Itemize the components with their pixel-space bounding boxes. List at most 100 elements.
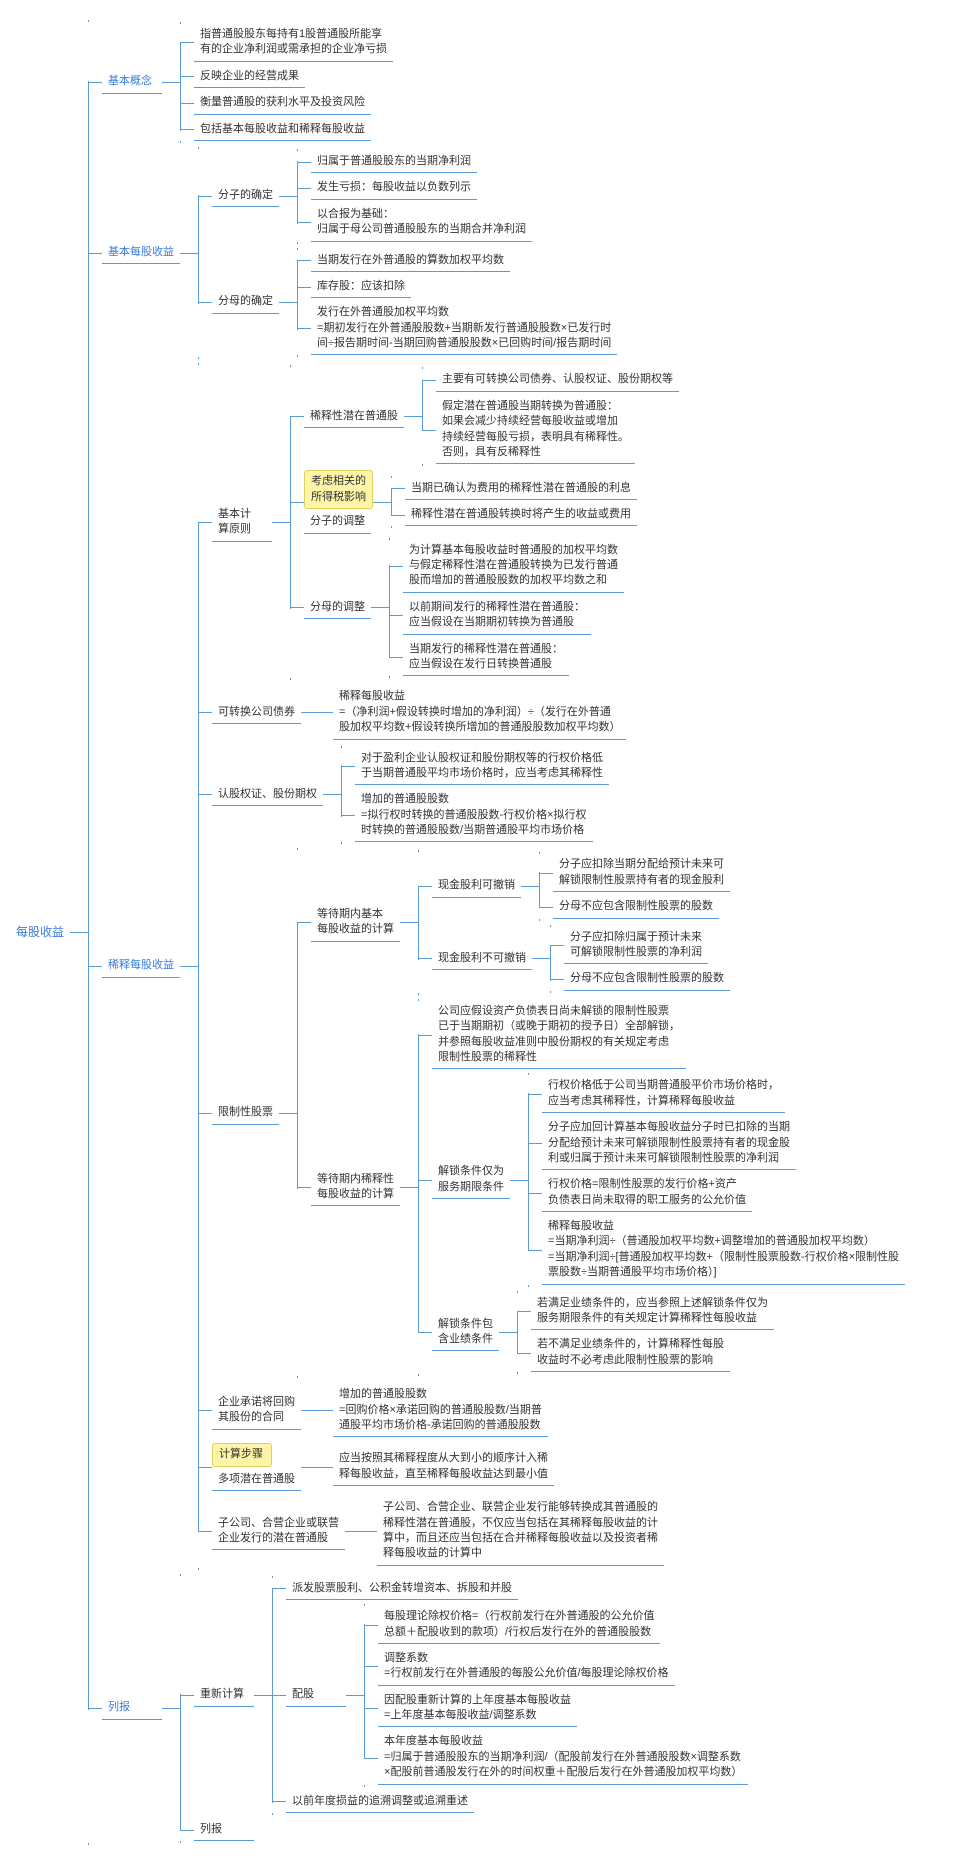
tree-node: 行权价格=限制性股票的发行价格+资产 负债表日尚未取得的职工服务的公允价值 — [542, 1174, 752, 1212]
node-label: 行权价格=限制性股票的发行价格+资产 负债表日尚未取得的职工服务的公允价值 — [542, 1174, 752, 1212]
node-label: 分母不应包含限制性股票的股数 — [564, 968, 730, 990]
node-label: 分子应扣除归属于预计未来 可解锁限制性股票的净利润 — [564, 927, 708, 965]
tree-node: 应当按照其稀释程度从大到小的顺序计入稀 释每股收益，直至稀释每股收益达到最小值 — [333, 1448, 554, 1486]
node-item: 解锁条件包 含业绩条件若满足业绩条件的，应当参照上述解锁条件仅为 服务期限条件的… — [418, 1291, 905, 1375]
connector — [532, 958, 550, 959]
tree-node: 分母的调整为计算基本每股收益时普通股的加权平均数 与假定稀释性潜在普通股转换为已… — [304, 538, 624, 679]
tree-node: 当期发行的稀释性潜在普通股： 应当假设在发行日转换普通股 — [403, 639, 569, 677]
node-label: 稀释性潜在普通股转换时将产生的收益或费用 — [405, 504, 637, 526]
node-label: 派发股票股利、公积金转增资本、拆股和并股 — [286, 1578, 518, 1600]
tree-node: 等待期内稀释性 每股收益的计算公司应假设资产负债表日尚未解锁的限制性股票 已于当… — [311, 999, 905, 1376]
node-label: 若满足业绩条件的，应当参照上述解锁条件仅为 服务期限条件的有关规定计算稀释性每股… — [531, 1293, 774, 1331]
node-item: 现金股利不可撤销分子应扣除归属于预计未来 可解锁限制性股票的净利润分母不应包含限… — [418, 925, 730, 993]
connector — [521, 886, 539, 887]
tree-node: 假定潜在普通股当期转换为普通股： 如果会减少持续经营每股收益或增加 持续经营每股… — [436, 396, 635, 465]
node-children: 每股理论除权价格=（行权前发行在外普通股的公允价值 总额＋配股收到的款项）/行权… — [364, 1604, 748, 1787]
node-label: 归属于普通股股东的当期净利润 — [311, 151, 477, 173]
node-item: 因配股重新计算的上年度基本每股收益 =上年度基本每股收益/调整系数 — [364, 1690, 748, 1728]
node-label: 稀释每股收益 — [102, 955, 180, 977]
node-label: 行权价格低于公司当期普通股平价市场价格时， 应当考虑其稀释性，计算稀释每股收益 — [542, 1075, 785, 1113]
node-item: 反映企业的经营成果 — [180, 66, 393, 88]
node-label: 衡量普通股的获利水平及投资风险 — [194, 92, 371, 114]
node-item: 应当按照其稀释程度从大到小的顺序计入稀 释每股收益，直至稀释每股收益达到最小值 — [319, 1448, 554, 1486]
node-item: 发行在外普通股加权平均数 =期初发行在外普通股股数+当期新发行普通股股数×已发行… — [297, 302, 617, 355]
tree-node: 主要有可转换公司债券、认股权证、股份期权等 — [436, 369, 679, 391]
node-item: 调整系数 =行权前发行在外普通股的每股公允价值/每股理论除权价格 — [364, 1648, 748, 1686]
tree-node: 每股理论除权价格=（行权前发行在外普通股的公允价值 总额＋配股收到的款项）/行权… — [378, 1606, 660, 1644]
connector — [404, 416, 422, 417]
node-item: 衡量普通股的获利水平及投资风险 — [180, 92, 393, 114]
node-item: 等待期内稀释性 每股收益的计算公司应假设资产负债表日尚未解锁的限制性股票 已于当… — [297, 999, 905, 1376]
tree-node: 反映企业的经营成果 — [194, 66, 305, 88]
node-item: 分子应扣除归属于预计未来 可解锁限制性股票的净利润 — [550, 927, 730, 965]
node-item: 基本概念指普通股股东每持有1股普通股所能享 有的企业净利润或需承担的企业净亏损反… — [88, 22, 905, 143]
node-label: 当期已确认为费用的稀释性潜在普通股的利息 — [405, 478, 637, 500]
tree-node: 行权价格低于公司当期普通股平价市场价格时， 应当考虑其稀释性，计算稀释每股收益 — [542, 1075, 785, 1113]
node-label: 因配股重新计算的上年度基本每股收益 =上年度基本每股收益/调整系数 — [378, 1690, 577, 1728]
node-label: 若不满足业绩条件的，计算稀释性每股 收益时不必考虑此限制性股票的影响 — [531, 1334, 730, 1372]
node-item: 解锁条件仅为 服务期限条件 行权价格低于公司当期普通股平价市场价格时， 应当考虑其… — [418, 1073, 905, 1286]
tree-node: 稀释每股收益 基本计 算原则稀释性潜在普通股主要有可转换公司债券、认股权证、股份期… — [102, 363, 905, 1569]
node-item: 以前期间发行的稀释性潜在普通股： 应当假设在当期期初转换为普通股 — [389, 597, 624, 635]
connector — [180, 966, 198, 967]
node-item: 稀释性潜在普通股转换时将产生的收益或费用 — [391, 504, 637, 526]
node-item: 重新计算 派发股票股利、公积金转增资本、拆股和并股配股 每股理论除权价格=（行权前发… — [180, 1576, 748, 1815]
node-item: 当期已确认为费用的稀释性潜在普通股的利息 — [391, 478, 637, 500]
node-item: 计算步骤多项潜在普通股 应当按照其稀释程度从大到小的顺序计入稀 释每股收益，直至稀… — [198, 1443, 905, 1491]
node-label: 列报 — [194, 1819, 254, 1841]
connector — [346, 1695, 364, 1696]
node-item: 发生亏损：每股收益以负数列示 — [297, 177, 532, 199]
node-label: 分子应加回计算基本每股收益分子时已扣除的当期 分配给预计未来可解锁限制性股票持有… — [542, 1117, 796, 1170]
node-item: 配股 每股理论除权价格=（行权前发行在外普通股的公允价值 总额＋配股收到的款项）/… — [272, 1604, 748, 1787]
node-label: 发行在外普通股加权平均数 =期初发行在外普通股股数+当期新发行普通股股数×已发行… — [311, 302, 617, 355]
connector — [323, 794, 341, 795]
node-item: 基本每股收益分子的确定归属于普通股股东的当期净利润发生亏损：每股收益以负数列示以… — [88, 147, 905, 360]
tree-node: 稀释性潜在普通股转换时将产生的收益或费用 — [405, 504, 637, 526]
node-item: 基本计 算原则稀释性潜在普通股主要有可转换公司债券、认股权证、股份期权等假定潜在… — [198, 365, 905, 680]
tree-node: 企业承诺将回购 其股份的合同增加的普通股股数 =回购价格×承诺回购的普通股股数/… — [212, 1382, 548, 1439]
node-item: 为计算基本每股收益时普通股的加权平均数 与假定稀释性潜在普通股转换为已发行普通 … — [389, 540, 624, 593]
tree-node: 当期发行在外普通股的算数加权平均数 — [311, 250, 510, 272]
node-children: 分子应扣除归属于预计未来 可解锁限制性股票的净利润分母不应包含限制性股票的股数 — [550, 925, 730, 993]
node-label: 可转换公司债券 — [212, 702, 301, 724]
tree-node: 基本计 算原则稀释性潜在普通股主要有可转换公司债券、认股权证、股份期权等假定潜在… — [212, 365, 679, 680]
tree-node: 本年度基本每股收益 =归属于普通股股东的当期净利润/（配股前发行在外普通股股数×… — [378, 1731, 748, 1784]
node-label: 配股 — [286, 1684, 346, 1706]
connector — [162, 82, 180, 83]
tree-node: 分母的确定 当期发行在外普通股的算数加权平均数库存股：应该扣除发行在外普通股加权平… — [212, 248, 617, 358]
node-item: 行权价格=限制性股票的发行价格+资产 负债表日尚未取得的职工服务的公允价值 — [528, 1174, 905, 1212]
node-label: 基本计 算原则 — [212, 504, 272, 542]
node-label: 分母不应包含限制性股票的股数 — [553, 896, 719, 918]
tree-node: 增加的普通股股数 =回购价格×承诺回购的普通股股数/当期普 通股平均市场价格-承… — [333, 1384, 548, 1437]
node-label: 反映企业的经营成果 — [194, 66, 305, 88]
node-label: 多项潜在普通股 — [212, 1469, 301, 1491]
connector — [301, 712, 319, 713]
tree-node: 因配股重新计算的上年度基本每股收益 =上年度基本每股收益/调整系数 — [378, 1690, 577, 1728]
node-label: 应当按照其稀释程度从大到小的顺序计入稀 释每股收益，直至稀释每股收益达到最小值 — [333, 1448, 554, 1486]
node-item: 稀释性潜在普通股主要有可转换公司债券、认股权证、股份期权等假定潜在普通股当期转换… — [290, 367, 679, 466]
tree-node: 对于盈利企业认股权证和股份期权等的行权价格低 于当期普通股平均市场价格时，应当考… — [355, 748, 609, 786]
tree-node: 列报 重新计算 派发股票股利、公积金转增资本、拆股和并股配股 每股理论除权价格=（行权… — [102, 1574, 748, 1844]
connector — [400, 1187, 418, 1188]
tree-node: 调整系数 =行权前发行在外普通股的每股公允价值/每股理论除权价格 — [378, 1648, 674, 1686]
node-item: 可转换公司债券稀释每股收益 =（净利润+假设转换时增加的净利润）÷（发行在外普通… — [198, 684, 905, 741]
tree-node: 考虑相关的 所得税影响分子的调整当期已确认为费用的稀释性潜在普通股的利息稀释性潜… — [304, 470, 637, 533]
node-label: 分母的确定 — [212, 291, 279, 313]
tree-node: 解锁条件包 含业绩条件若满足业绩条件的，应当参照上述解锁条件仅为 服务期限条件的… — [432, 1291, 774, 1375]
node-children: 主要有可转换公司债券、认股权证、股份期权等假定潜在普通股当期转换为普通股： 如果… — [422, 367, 679, 466]
node-label: 本年度基本每股收益 =归属于普通股股东的当期净利润/（配股前发行在外普通股股数×… — [378, 1731, 748, 1784]
node-label: 为计算基本每股收益时普通股的加权平均数 与假定稀释性潜在普通股转换为已发行普通 … — [403, 540, 624, 593]
node-item: 分母的确定 当期发行在外普通股的算数加权平均数库存股：应该扣除发行在外普通股加权平… — [198, 248, 617, 358]
node-children: 稀释性潜在普通股主要有可转换公司债券、认股权证、股份期权等假定潜在普通股当期转换… — [290, 365, 679, 680]
node-label: 等待期内稀释性 每股收益的计算 — [311, 1169, 400, 1207]
node-item: 本年度基本每股收益 =归属于普通股股东的当期净利润/（配股前发行在外普通股股数×… — [364, 1731, 748, 1784]
node-item: 库存股：应该扣除 — [297, 276, 617, 298]
highlight-note: 计算步骤 — [212, 1443, 272, 1466]
tree-node: 分子应扣除当期分配给预计未来可 解锁限制性股票持有者的现金股利 — [553, 854, 730, 892]
node-label: 重新计算 — [194, 1684, 254, 1706]
node-item: 归属于普通股股东的当期净利润 — [297, 151, 532, 173]
node-children: 基本概念指普通股股东每持有1股普通股所能享 有的企业净利润或需承担的企业净亏损反… — [88, 20, 905, 1845]
mindmap-root: 每股收益基本概念指普通股股东每持有1股普通股所能享 有的企业净利润或需承担的企业… — [10, 20, 950, 1845]
tree-node: 基本每股收益分子的确定归属于普通股股东的当期净利润发生亏损：每股收益以负数列示以… — [102, 147, 617, 360]
node-label: 解锁条件仅为 服务期限条件 — [432, 1161, 510, 1199]
